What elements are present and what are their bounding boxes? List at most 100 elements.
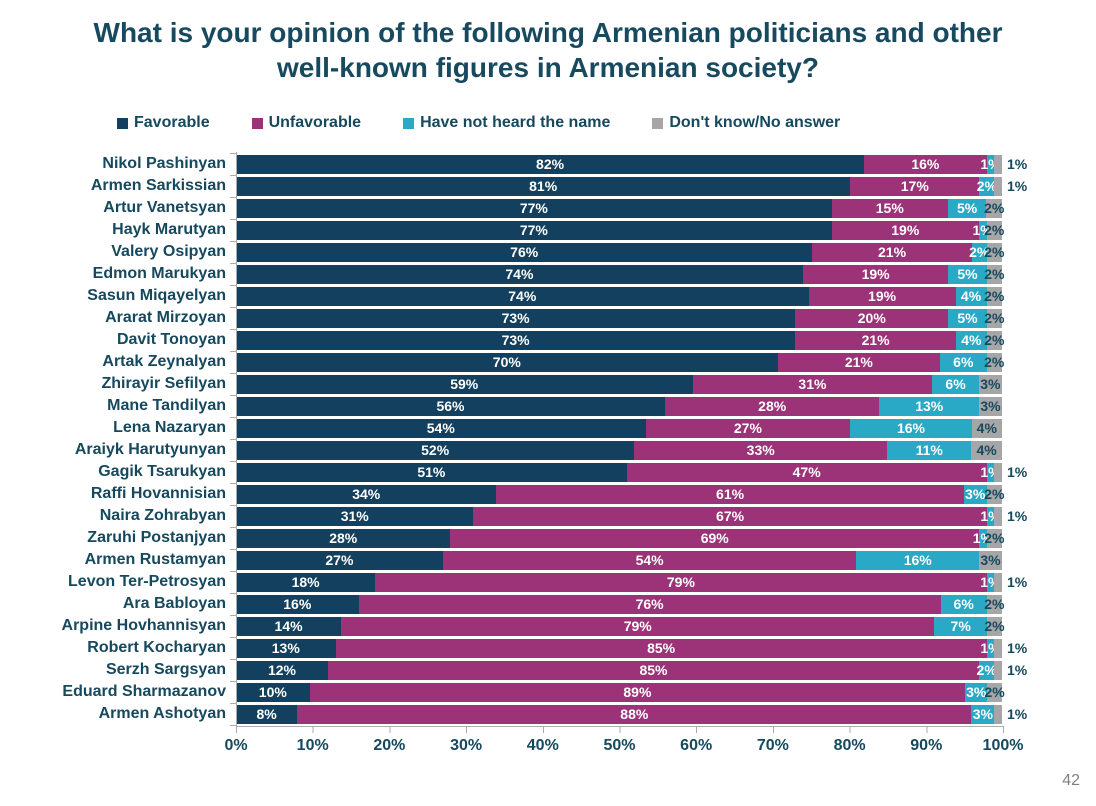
bar-stack: 73% 20% 5% 2%: [236, 308, 1005, 328]
bar-stack: 54% 27% 16% 4%: [236, 418, 1002, 438]
bar-row: Edmon Marukyan 74% 19% 5% 2%: [0, 263, 1004, 285]
bar-segment: 51%: [236, 462, 627, 482]
bar-segment-value: 2%: [984, 310, 1005, 326]
bar-segment: 77%: [236, 220, 832, 240]
bar-segment: 1%: [980, 638, 1001, 658]
bar-segment-value: 73%: [501, 310, 530, 326]
bar-segment: 5%: [948, 308, 987, 328]
bar-segment: 17%: [850, 176, 980, 196]
bar-segment: 69%: [450, 528, 979, 548]
bar-segment: 1%: [994, 462, 1027, 482]
x-axis-tick-label: 50%: [603, 737, 636, 754]
bar-segment: 52%: [236, 440, 635, 460]
bar-segment: 31%: [236, 506, 474, 526]
bar-segment-value: 33%: [746, 442, 775, 458]
bar-segment-value: 19%: [891, 222, 920, 238]
bar-stack: 74% 19% 5% 2%: [236, 264, 1004, 284]
chart-rows: Nikol Pashinyan 82% 16% 1% 1% Armen Sarkissia…: [0, 153, 1027, 725]
legend-label: Unfavorable: [268, 114, 362, 131]
category-label: Gagik Tsarukyan: [98, 463, 226, 480]
bar-segment-value: 2%: [976, 662, 997, 678]
bar-segment-value: 1%: [1006, 156, 1028, 172]
bar-segment-value: 7%: [950, 618, 971, 634]
bar-segment: 2%: [984, 682, 1005, 702]
bar-segment-value: 2%: [984, 618, 1005, 634]
bar-row: Armen Ashotyan 8% 88% 3% 1%: [0, 703, 1027, 725]
bar-segment: 16%: [864, 154, 987, 174]
bar-segment-value: 4%: [961, 332, 982, 348]
bar-segment: 2%: [977, 176, 997, 196]
bar-segment: 79%: [341, 616, 935, 636]
legend-label: Don't know/No answer: [669, 114, 841, 131]
bar-segment: 54%: [236, 418, 646, 438]
bar-segment-value: 1%: [1006, 464, 1028, 480]
bar-segment: 5%: [947, 198, 987, 218]
bar-stack: 74% 19% 4% 2%: [236, 286, 1004, 306]
bar-stack: 76% 21% 2% 2%: [236, 242, 1005, 262]
bar-segment-value: 67%: [716, 508, 745, 524]
legend-label: Favorable: [134, 114, 210, 131]
bar-segment-value: 2%: [984, 530, 1005, 546]
bar-row: Davit Tonoyan 73% 21% 4% 2%: [0, 329, 1004, 351]
bar-segment: 28%: [236, 528, 451, 548]
bar-segment-value: 12%: [267, 662, 296, 678]
bar-segment-value: 2%: [984, 684, 1005, 700]
bar-segment: 2%: [984, 528, 1005, 548]
bar-segment: 27%: [236, 550, 443, 570]
bar-segment: 2%: [984, 286, 1004, 306]
category-label: Zhirayir Sefilyan: [101, 375, 227, 392]
bar-segment: 76%: [236, 242, 813, 262]
bar-segment-value: 2%: [984, 596, 1005, 612]
bar-segment: 2%: [984, 330, 1004, 350]
bar-stack: 77% 15% 5% 2%: [236, 198, 1004, 218]
legend-swatch-icon: [117, 117, 128, 129]
bar-segment-value: 2%: [969, 244, 990, 260]
bar-segment: 34%: [236, 484, 497, 504]
bar-row: Gagik Tsarukyan 51% 47% 1% 1%: [0, 461, 1027, 483]
bar-segment-value: 19%: [861, 266, 890, 282]
bar-segment: 16%: [236, 594, 359, 614]
bar-segment-value: 16%: [903, 552, 932, 568]
bar-segment: 82%: [236, 154, 865, 174]
category-label: Zaruhi Postanjyan: [87, 529, 226, 546]
bar-segment: 89%: [309, 682, 966, 702]
bar-segment-value: 4%: [976, 442, 997, 458]
bar-segment-value: 54%: [635, 552, 664, 568]
bar-segment-value: 16%: [283, 596, 312, 612]
bar-stack: 77% 19% 1% 2%: [236, 220, 1004, 240]
bar-stack: 18% 79% 1% 1%: [236, 572, 1027, 592]
bar-segment-value: 17%: [900, 178, 929, 194]
bar-segment-value: 19%: [868, 288, 897, 304]
bar-segment-value: 3%: [972, 706, 993, 722]
bar-segment-value: 70%: [492, 354, 521, 370]
x-axis-tick-label: 40%: [526, 737, 559, 754]
bar-segment: 3%: [965, 682, 988, 702]
bar-segment-value: 21%: [878, 244, 907, 260]
bar-segment: 27%: [645, 418, 851, 438]
legend-swatch-icon: [403, 117, 415, 129]
bar-segment: 2%: [984, 616, 1005, 636]
bar-stack: 34% 61% 3% 2%: [236, 484, 1004, 504]
category-label: Naira Zohrabyan: [99, 507, 226, 524]
category-label: Araiyk Harutyunyan: [74, 441, 226, 458]
bar-segment: 16%: [856, 550, 979, 570]
bar-segment: 3%: [978, 550, 1002, 570]
bar-segment: 2%: [984, 594, 1005, 614]
bar-segment-value: 21%: [861, 332, 890, 348]
x-axis-tick-label: 0%: [224, 737, 248, 754]
x-axis-tick-label: 90%: [910, 737, 943, 754]
category-label: Ararat Mirzoyan: [105, 309, 226, 326]
bar-segment-value: 18%: [291, 574, 320, 590]
bar-row: Mane Tandilyan 56% 28% 13% 3%: [0, 395, 1002, 417]
bar-segment: 3%: [963, 484, 987, 504]
bar-segment: 19%: [802, 264, 949, 284]
bar-segment-value: 8%: [256, 706, 277, 722]
bar-segment-value: 2%: [984, 354, 1005, 370]
bar-segment: 2%: [984, 308, 1005, 328]
x-axis-tick-label: 10%: [296, 737, 329, 754]
category-label: Hayk Marutyan: [112, 221, 226, 238]
bar-stack: 56% 28% 13% 3%: [236, 396, 1002, 416]
bar-segment: 5%: [948, 264, 987, 284]
bar-segment: 8%: [236, 704, 298, 724]
bar-segment: 4%: [956, 330, 987, 350]
